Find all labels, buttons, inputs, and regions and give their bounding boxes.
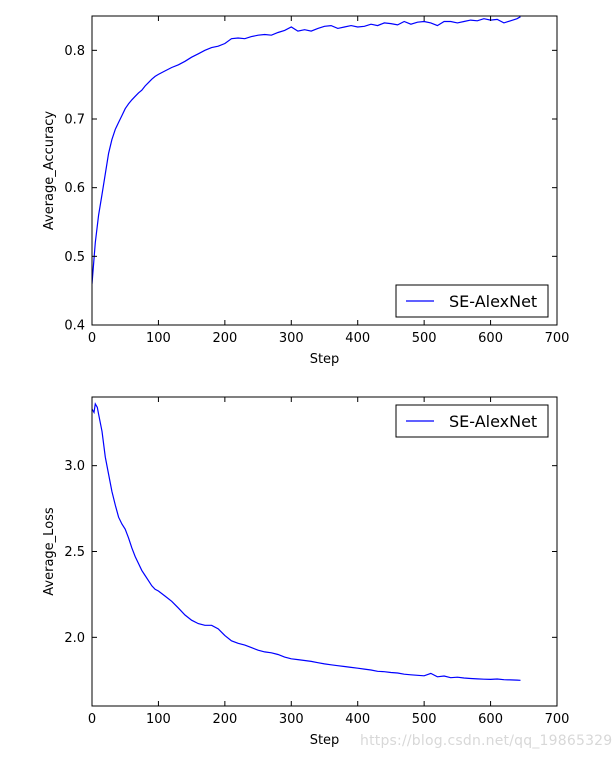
- y-axis-label: Average_Accuracy: [42, 111, 57, 231]
- legend: SE-AlexNet: [395, 404, 549, 438]
- x-tick-label: 0: [88, 331, 96, 346]
- y-tick-label: 0.8: [64, 44, 85, 59]
- y-tick-label: 2.0: [64, 631, 85, 646]
- x-tick-label: 500: [412, 331, 437, 346]
- x-tick-label: 0: [88, 712, 96, 727]
- chart-panel-1: 0 100 200 300 400 500 600 700 0.4 0.5 0.6 0.7 0.8 Ste…: [42, 15, 570, 367]
- legend-label: SE-AlexNet: [449, 292, 537, 311]
- series-line-1: [92, 402, 521, 681]
- y-tick-label: 0.7: [64, 113, 85, 128]
- x-tick-label: 300: [279, 712, 304, 727]
- y-tick-label: 0.6: [64, 181, 85, 196]
- x-axis-label: Step: [310, 352, 340, 367]
- x-tick-label: 100: [146, 331, 171, 346]
- plot-frame: [91, 396, 558, 707]
- x-tick-label: 700: [545, 712, 570, 727]
- y-tick-label: 0.5: [64, 250, 85, 265]
- legend-label: SE-AlexNet: [449, 412, 537, 431]
- x-tick-label: 300: [279, 331, 304, 346]
- x-tick-label: 400: [345, 712, 370, 727]
- y-axis-label: Average_Loss: [42, 507, 57, 596]
- x-tick-label: 700: [545, 331, 570, 346]
- x-tick-label: 200: [212, 331, 237, 346]
- plot-frame: [91, 15, 558, 326]
- x-axis-label: Step: [310, 733, 340, 748]
- y-tick-label: 2.5: [64, 545, 85, 560]
- x-tick-label: 400: [345, 331, 370, 346]
- x-tick-label: 600: [478, 712, 503, 727]
- legend: SE-AlexNet: [395, 284, 549, 318]
- y-tick-label: 3.0: [64, 459, 85, 474]
- x-tick-label: 500: [412, 712, 437, 727]
- x-tick-label: 600: [478, 331, 503, 346]
- chart-panel-2: 0 100 200 300 400 500 600 700 2.0 2.5 3.0 Step Avera…: [42, 396, 570, 748]
- y-tick-label: 0.4: [64, 319, 85, 334]
- x-tick-label: 200: [212, 712, 237, 727]
- x-tick-label: 100: [146, 712, 171, 727]
- series-line-1: [92, 16, 521, 284]
- watermark-text: https://blog.csdn.net/qq_19865329: [360, 733, 613, 749]
